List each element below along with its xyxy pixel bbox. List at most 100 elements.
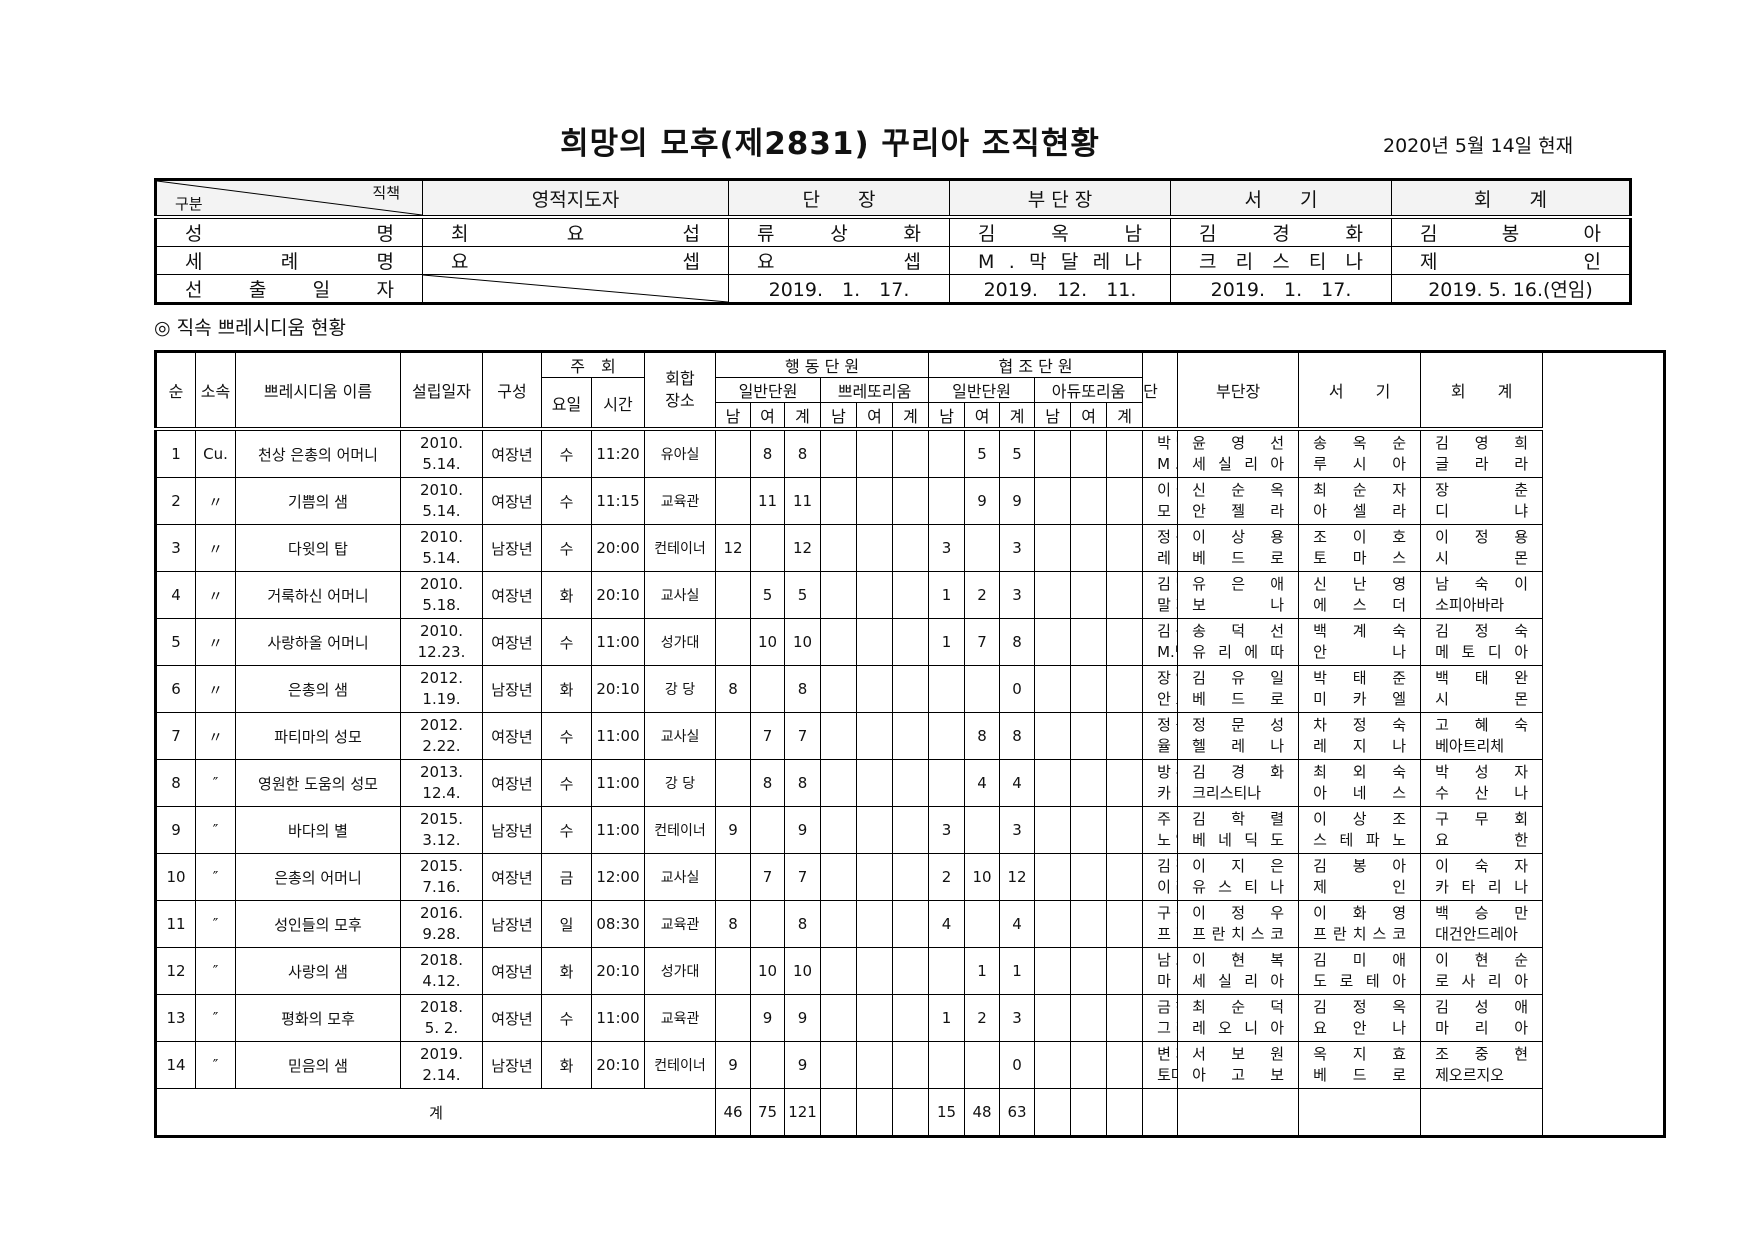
col-founded: 설립일자 (400, 351, 483, 431)
secretary-baptismal-name: 안 나 (1313, 643, 1407, 661)
officer-name: 김 경 화 (1170, 216, 1392, 247)
adjutorian-count (1034, 618, 1072, 666)
secretary-baptismal-name: 레 지 나 (1313, 737, 1407, 755)
active-member-count: 11 (750, 477, 786, 525)
adjutorian-count (1106, 900, 1144, 948)
praetorian-count (892, 524, 930, 572)
adjutorian-count (1070, 712, 1108, 760)
vice-president-name: 이 정 우 (1192, 904, 1285, 922)
founded-month-day: 1.19. (422, 690, 461, 708)
auxiliary-member-count: 9 (964, 477, 1001, 525)
active-member-count: 8 (784, 900, 822, 948)
adjutorian-count (1034, 428, 1072, 478)
officer-baptismal-name: M . 막 달 레 나 (949, 246, 1171, 275)
vice-president-baptismal-name: 베 드 로 (1192, 549, 1285, 567)
treasurer-cell: 백 승 만 대건안드레아 (1420, 900, 1544, 948)
praetorian-count (856, 806, 894, 854)
president-baptismal-name: 말 지 나 (1157, 596, 1177, 614)
adjutorian-count (1034, 571, 1072, 619)
adjutorian-count (1034, 477, 1072, 525)
auxiliary-member-count: 1 (928, 571, 966, 619)
treasurer-baptismal-name: 수 산 나 (1435, 784, 1529, 802)
president-baptismal-name: 카 타 리 나 (1157, 784, 1177, 802)
active-member-count: 12 (715, 524, 752, 572)
meeting-time: 12:00 (590, 853, 646, 901)
col-adjutorian: 아듀또리움 (1034, 377, 1144, 403)
secretary-name: 이 화 영 (1313, 904, 1407, 922)
meeting-day: 화 (541, 1041, 592, 1089)
praetorian-count (856, 853, 894, 901)
treasurer-baptismal-name: 카 타 리 나 (1435, 878, 1529, 896)
meeting-place: 컨테이너 (644, 1041, 717, 1089)
auxiliary-member-count (928, 759, 966, 807)
praetorian-count (820, 428, 858, 478)
col-no: 순 (155, 351, 196, 431)
officer-baptismal-name: 요 셉 (728, 246, 950, 275)
vice-president-baptismal-name: 프 란 치 스 코 (1192, 925, 1285, 943)
president-name: 정 종 구 (1157, 528, 1177, 546)
adjutorian-count (1106, 524, 1144, 572)
vice-president-baptismal-name: 아 고 보 (1192, 1066, 1285, 1084)
row-affiliation: ″ (195, 900, 236, 948)
presidium-name: 기쁨의 샘 (235, 477, 401, 525)
meeting-place: 교육관 (644, 900, 717, 948)
meeting-time: 11:15 (590, 477, 646, 525)
col-active-general: 일반단원 (715, 377, 822, 403)
composition: 여장년 (482, 571, 542, 619)
active-member-count (750, 900, 786, 948)
vice-president-name: 이 상 용 (1192, 528, 1285, 546)
total-empty-cell (1420, 1088, 1544, 1137)
treasurer-name: 이 현 순 (1435, 951, 1529, 969)
row-affiliation: ″ (195, 947, 236, 995)
founded-year: 2010. (420, 434, 463, 452)
meeting-time: 11:00 (590, 759, 646, 807)
secretary-baptismal-name: 요 안 나 (1313, 1019, 1407, 1037)
founded-year: 2015. (420, 857, 463, 875)
table-row: 5 〃 사랑하올 어머니 2010. 12.23. 여장년 수 11:00 성가대 10 10 1 7 8… (155, 618, 1665, 666)
praetorian-count (820, 900, 858, 948)
auxiliary-member-count: 2 (964, 571, 1001, 619)
treasurer-cell: 남 숙 이 소피아바라 (1420, 571, 1544, 619)
president-baptismal-name: 노 엘 (1157, 831, 1177, 849)
treasurer-baptismal-name: 시 몬 (1435, 549, 1529, 567)
secretary-baptismal-name: 미 카 엘 (1313, 690, 1407, 708)
president-name: 김 말 필 (1157, 575, 1177, 593)
total-row: 계 46 75 121 15 48 63 (154, 1088, 1665, 1137)
president-cell: 김 정 영이 레 네 (1142, 853, 1179, 901)
vice-president-baptismal-name: 크리스티나 (1192, 784, 1262, 802)
vice-president-baptismal-name: 세 실 리 아 (1192, 455, 1285, 473)
auxiliary-member-count: 1 (928, 618, 966, 666)
header-treasurer: 회 계 (1391, 179, 1631, 219)
total-adjutorian (1106, 1088, 1144, 1137)
praetorian-count (820, 806, 858, 854)
meeting-time: 20:10 (590, 947, 646, 995)
vice-president-cell: 김 경 화 크리스티나 (1177, 759, 1300, 807)
col-time: 시간 (590, 377, 646, 431)
active-member-count (750, 524, 786, 572)
adjutorian-count (1034, 806, 1072, 854)
row-no: 3 (155, 524, 196, 572)
adjutorian-count (1106, 665, 1144, 713)
meeting-day: 화 (541, 571, 592, 619)
founded-month-day: 7.16. (422, 878, 461, 896)
active-member-count: 5 (784, 571, 822, 619)
auxiliary-member-count (928, 1041, 966, 1089)
officer-elected-date: 2019. 1. 17. (1170, 274, 1392, 304)
adjutorian-count (1106, 806, 1144, 854)
founded-date: 2010. 12.23. (400, 618, 483, 666)
adjutorian-count (1034, 853, 1072, 901)
praetorian-count (856, 618, 894, 666)
founded-month-day: 3.12. (422, 831, 461, 849)
